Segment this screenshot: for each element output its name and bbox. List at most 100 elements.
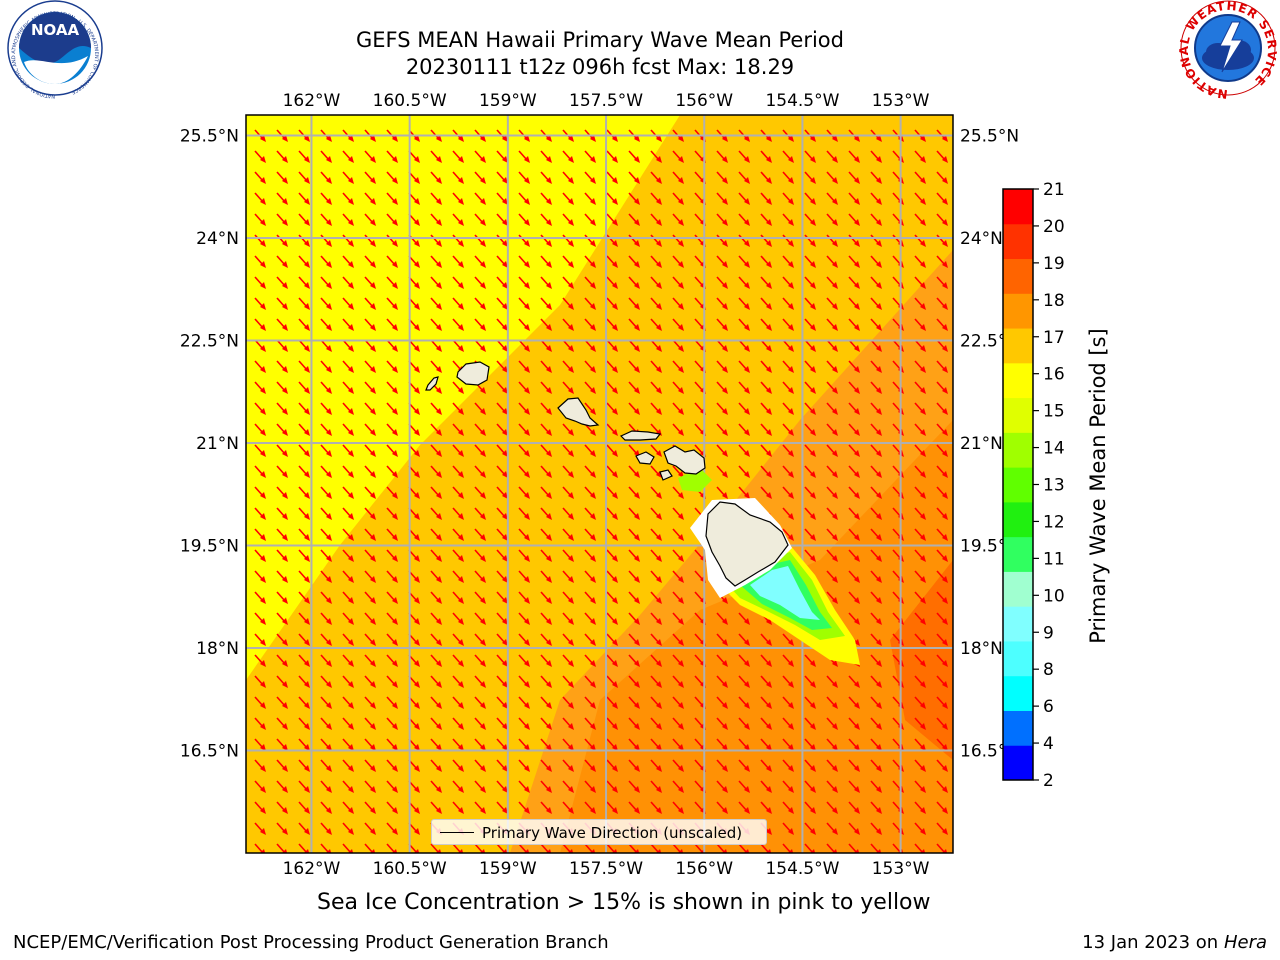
wave-direction-arrowhead (414, 513, 420, 520)
wave-direction-arrowhead (590, 429, 596, 436)
wave-direction-arrowhead (942, 513, 948, 520)
wave-direction-arrowhead (502, 408, 508, 415)
wave-direction-arrowhead (524, 177, 530, 184)
wave-direction-arrowhead (832, 849, 838, 853)
lon-tick-label-top: 153°W (872, 91, 930, 111)
wave-direction-arrowhead (612, 660, 618, 667)
wave-direction-arrowhead (546, 681, 552, 688)
wave-direction-arrowhead (920, 723, 926, 730)
footer-credit: NCEP/EMC/Verification Post Processing Pr… (13, 932, 609, 953)
wave-direction-arrowhead (568, 324, 574, 331)
svg-text:NOAA: NOAA (31, 21, 80, 39)
wave-direction-arrowhead (634, 240, 640, 247)
wave-direction-arrowhead (260, 303, 266, 310)
wave-direction-arrowhead (612, 723, 618, 730)
wave-direction-arrowhead (678, 618, 684, 625)
island-maui (663, 445, 706, 475)
wave-direction-arrowhead (568, 177, 574, 184)
wave-direction-arrowhead (348, 408, 354, 415)
wave-direction-arrowhead (502, 282, 508, 289)
wave-direction-arrowhead (304, 177, 310, 184)
wave-direction-arrowhead (920, 702, 926, 709)
wave-direction-arrowhead (656, 576, 662, 583)
wave-direction-arrowhead (414, 261, 420, 268)
wave-direction-arrowhead (414, 681, 420, 688)
wave-direction-arrowhead (876, 513, 882, 520)
wave-direction-arrowhead (370, 408, 376, 415)
wave-direction-arrowhead (788, 366, 794, 373)
wave-direction-arrowhead (612, 513, 618, 520)
wave-direction-arrowhead (832, 555, 838, 562)
wave-direction-arrowhead (524, 450, 530, 457)
wave-direction-arrowhead (502, 345, 508, 352)
wave-direction-arrowhead (590, 177, 596, 184)
wave-direction-arrowhead (392, 366, 398, 373)
wave-direction-arrowhead (458, 597, 464, 604)
wave-direction-arrowhead (854, 786, 860, 793)
wave-direction-arrowhead (678, 807, 684, 814)
wave-direction-arrowhead (524, 219, 530, 226)
wave-direction-arrowhead (832, 324, 838, 331)
wave-direction-arrowhead (524, 807, 530, 814)
wave-direction-arrowhead (656, 618, 662, 625)
wave-direction-arrowhead (370, 198, 376, 205)
wave-direction-arrowhead (524, 597, 530, 604)
footer-host: Hera (1223, 932, 1267, 953)
wave-direction-arrowhead (348, 492, 354, 499)
colorbar-segment (1003, 397, 1033, 433)
wave-direction-arrowhead (920, 261, 926, 268)
wave-direction-arrowhead (722, 450, 728, 457)
wave-direction-arrowhead (810, 429, 816, 436)
wave-direction-arrowhead (744, 345, 750, 352)
wave-direction-arrowhead (348, 849, 354, 853)
wave-direction-arrowhead (876, 849, 882, 853)
wave-direction-arrowhead (612, 324, 618, 331)
colorbar-tick-label: 17 (1043, 328, 1065, 348)
lon-tick-label-bottom: 162°W (283, 859, 341, 879)
wave-direction-arrowhead (546, 513, 552, 520)
wave-direction-arrowhead (722, 219, 728, 226)
wave-direction-arrowhead (502, 534, 508, 541)
wave-direction-arrowhead (568, 765, 574, 772)
wave-direction-arrowhead (370, 828, 376, 835)
wave-direction-arrowhead (788, 303, 794, 310)
wave-direction-arrowhead (920, 660, 926, 667)
wave-direction-arrowhead (942, 618, 948, 625)
wave-direction-arrowhead (656, 597, 662, 604)
wave-direction-arrowhead (282, 324, 288, 331)
wave-direction-arrowhead (920, 408, 926, 415)
wave-direction-arrowhead (788, 807, 794, 814)
wave-direction-arrowhead (942, 492, 948, 499)
wave-direction-arrowhead (348, 723, 354, 730)
wave-direction-arrowhead (678, 135, 684, 142)
wave-direction-arrowhead (722, 345, 728, 352)
wave-direction-arrowhead (458, 618, 464, 625)
wave-direction-arrowhead (260, 492, 266, 499)
wave-direction-arrowhead (370, 660, 376, 667)
wave-direction-arrowhead (634, 408, 640, 415)
wave-direction-arrowhead (854, 576, 860, 583)
wave-direction-arrowhead (392, 303, 398, 310)
wave-direction-arrowhead (942, 555, 948, 562)
wave-direction-arrowhead (348, 429, 354, 436)
wave-direction-arrowhead (282, 387, 288, 394)
wave-direction-arrowhead (568, 807, 574, 814)
wave-direction-arrowhead (414, 576, 420, 583)
wave-direction-arrowhead (722, 786, 728, 793)
wave-direction-arrowhead (502, 765, 508, 772)
wave-direction-arrowhead (260, 513, 266, 520)
wave-direction-arrowhead (920, 387, 926, 394)
wave-direction-arrowhead (590, 513, 596, 520)
wave-direction-arrowhead (546, 408, 552, 415)
wave-direction-arrowhead (612, 576, 618, 583)
wave-direction-arrowhead (524, 198, 530, 205)
wave-direction-arrowhead (370, 219, 376, 226)
wave-direction-arrowhead (678, 702, 684, 709)
grid-lines (246, 115, 953, 853)
wave-direction-arrowhead (766, 786, 772, 793)
nws-logo-icon: NATIONAL WEATHER SERVICE (1177, 0, 1278, 101)
wave-direction-arrowhead (348, 576, 354, 583)
wave-direction-arrowhead (260, 534, 266, 541)
wave-direction-arrowhead (524, 723, 530, 730)
wave-direction-arrowhead (744, 849, 750, 853)
